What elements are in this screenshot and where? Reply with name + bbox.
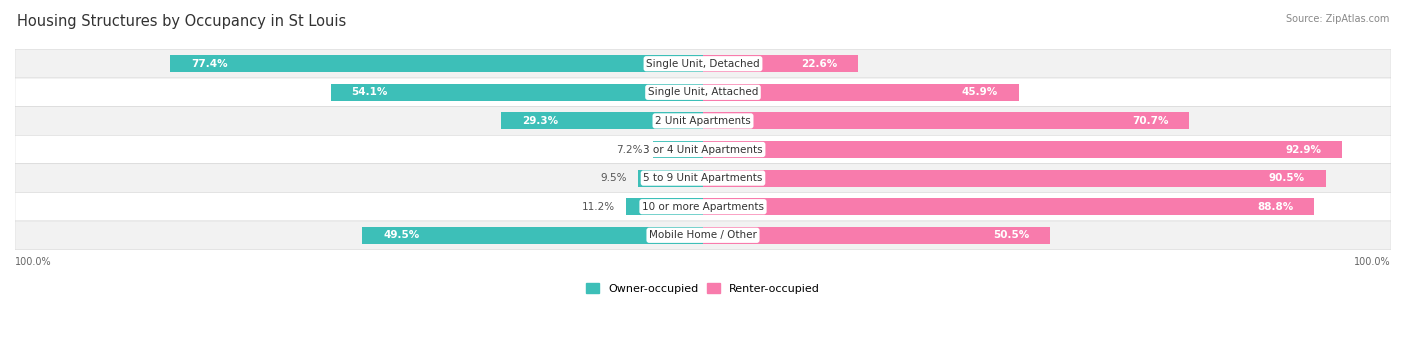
Text: 88.8%: 88.8% bbox=[1257, 202, 1294, 212]
FancyBboxPatch shape bbox=[15, 192, 1391, 221]
Text: 11.2%: 11.2% bbox=[582, 202, 614, 212]
Text: 90.5%: 90.5% bbox=[1268, 173, 1305, 183]
FancyBboxPatch shape bbox=[15, 221, 1391, 250]
Text: Single Unit, Detached: Single Unit, Detached bbox=[647, 59, 759, 69]
Text: 45.9%: 45.9% bbox=[962, 87, 998, 97]
Bar bbox=[703, 198, 1315, 215]
Text: 100.0%: 100.0% bbox=[1354, 257, 1391, 267]
Text: 5 to 9 Unit Apartments: 5 to 9 Unit Apartments bbox=[644, 173, 762, 183]
Text: 2 Unit Apartments: 2 Unit Apartments bbox=[655, 116, 751, 126]
Text: 50.5%: 50.5% bbox=[994, 230, 1029, 240]
Bar bbox=[170, 55, 703, 72]
Text: Single Unit, Attached: Single Unit, Attached bbox=[648, 87, 758, 97]
Text: Source: ZipAtlas.com: Source: ZipAtlas.com bbox=[1285, 14, 1389, 24]
FancyBboxPatch shape bbox=[15, 107, 1391, 135]
Bar bbox=[703, 55, 859, 72]
Bar bbox=[330, 84, 703, 101]
Text: 9.5%: 9.5% bbox=[600, 173, 627, 183]
Bar bbox=[638, 169, 703, 187]
Legend: Owner-occupied, Renter-occupied: Owner-occupied, Renter-occupied bbox=[581, 279, 825, 298]
Bar bbox=[703, 84, 1019, 101]
Bar bbox=[703, 169, 1326, 187]
Bar bbox=[703, 112, 1189, 130]
Text: 70.7%: 70.7% bbox=[1132, 116, 1168, 126]
Text: 49.5%: 49.5% bbox=[382, 230, 419, 240]
FancyBboxPatch shape bbox=[15, 78, 1391, 107]
Bar bbox=[703, 227, 1050, 244]
Text: Housing Structures by Occupancy in St Louis: Housing Structures by Occupancy in St Lo… bbox=[17, 14, 346, 29]
FancyBboxPatch shape bbox=[15, 49, 1391, 78]
Text: 29.3%: 29.3% bbox=[522, 116, 558, 126]
Text: 22.6%: 22.6% bbox=[801, 59, 838, 69]
Text: 77.4%: 77.4% bbox=[191, 59, 228, 69]
Bar bbox=[654, 141, 703, 158]
Text: 54.1%: 54.1% bbox=[352, 87, 388, 97]
Bar bbox=[363, 227, 703, 244]
Bar bbox=[703, 141, 1343, 158]
Text: 10 or more Apartments: 10 or more Apartments bbox=[643, 202, 763, 212]
Text: 3 or 4 Unit Apartments: 3 or 4 Unit Apartments bbox=[643, 145, 763, 154]
Text: 100.0%: 100.0% bbox=[15, 257, 52, 267]
Text: 92.9%: 92.9% bbox=[1285, 145, 1322, 154]
Bar bbox=[626, 198, 703, 215]
Bar bbox=[502, 112, 703, 130]
FancyBboxPatch shape bbox=[15, 164, 1391, 192]
Text: 7.2%: 7.2% bbox=[616, 145, 643, 154]
Text: Mobile Home / Other: Mobile Home / Other bbox=[650, 230, 756, 240]
FancyBboxPatch shape bbox=[15, 135, 1391, 164]
